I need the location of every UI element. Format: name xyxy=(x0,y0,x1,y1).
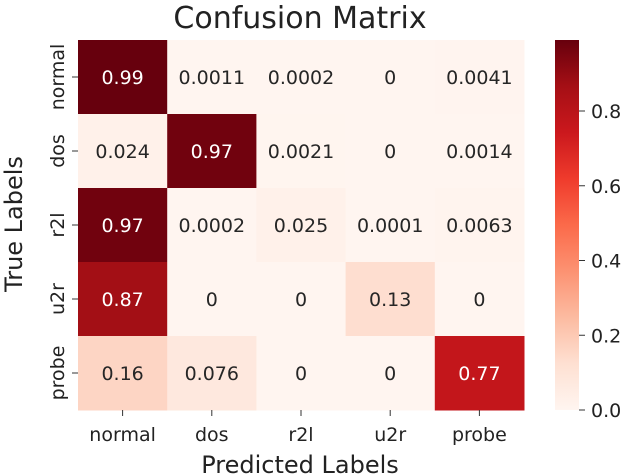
heatmap-cell xyxy=(345,262,436,337)
cell-value-label: 0.0021 xyxy=(268,141,334,163)
heatmap-cell xyxy=(256,336,347,411)
colorbar-tick-label: 0.8 xyxy=(591,101,621,123)
cell-value-label: 0 xyxy=(384,141,396,163)
y-tick-label: r2l xyxy=(47,212,69,237)
cell-value-label: 0.77 xyxy=(458,363,500,385)
y-tick-label: u2r xyxy=(47,283,69,315)
colorbar-tick-label: 0.2 xyxy=(591,325,621,347)
heatmap-cell xyxy=(167,336,257,411)
colorbar-ticks: 0.0 0.2 0.4 0.6 0.8 xyxy=(579,101,621,422)
cell-value-label: 0.0011 xyxy=(179,67,245,89)
heatmap-cell xyxy=(78,40,168,115)
heatmap-cell xyxy=(167,188,257,263)
heatmap-cell xyxy=(345,114,436,189)
cell-value-label: 0.0002 xyxy=(268,67,334,89)
y-axis-ticks: normal dos r2l u2r probe xyxy=(47,44,78,401)
heatmap-cell xyxy=(256,262,347,337)
heatmap-cell xyxy=(345,188,436,263)
cell-value-label: 0.024 xyxy=(95,141,149,163)
x-axis-ticks: normal dos r2l u2r probe xyxy=(89,410,507,446)
heatmap-cell xyxy=(345,336,436,411)
heatmap-cell xyxy=(256,114,347,189)
heatmap-cell xyxy=(78,336,168,411)
cell-value-label: 0 xyxy=(384,363,396,385)
cell-value-label: 0.97 xyxy=(191,141,233,163)
cell-value-label: 0 xyxy=(295,363,307,385)
cell-value-label: 0.97 xyxy=(101,215,143,237)
cell-value-label: 0.0014 xyxy=(446,141,512,163)
x-axis-label: Predicted Labels xyxy=(201,451,399,476)
x-tick-label: normal xyxy=(89,424,156,446)
y-tick-label: dos xyxy=(47,134,69,168)
cell-value-label: 0.13 xyxy=(369,289,411,311)
heatmap-cell xyxy=(434,336,525,411)
cell-value-label: 0.0041 xyxy=(446,67,512,89)
colorbar-tick-label: 0.0 xyxy=(591,400,621,422)
heatmap-cell xyxy=(78,262,168,337)
x-tick-label: probe xyxy=(452,424,507,446)
cell-value-label: 0.076 xyxy=(185,363,239,385)
heatmap-cell xyxy=(167,114,257,189)
heatmap-cell xyxy=(256,188,347,263)
heatmap-cell xyxy=(256,40,347,115)
chart-title: Confusion Matrix xyxy=(173,1,426,36)
cell-value-label: 0 xyxy=(384,67,396,89)
x-tick-label: u2r xyxy=(374,424,406,446)
cell-value-label: 0 xyxy=(206,289,218,311)
cell-value-label: 0.87 xyxy=(101,289,143,311)
y-axis-label: True Labels xyxy=(0,156,28,293)
heatmap-cell xyxy=(434,188,525,263)
heatmap-cell xyxy=(167,40,257,115)
cell-value-label: 0 xyxy=(295,289,307,311)
heatmap-cell xyxy=(434,262,525,337)
x-tick-label: r2l xyxy=(288,424,313,446)
heatmap-cell xyxy=(167,262,257,337)
heatmap-cell xyxy=(78,188,168,263)
cell-value-label: 0.0063 xyxy=(446,215,512,237)
cell-value-label: 0.99 xyxy=(101,67,143,89)
colorbar xyxy=(555,40,579,410)
colorbar-tick-label: 0.4 xyxy=(591,251,621,273)
heatmap-cell xyxy=(434,40,525,115)
cell-value-label: 0.16 xyxy=(101,363,143,385)
y-tick-label: normal xyxy=(47,44,69,111)
cell-value-label: 0.025 xyxy=(274,215,328,237)
cell-value-label: 0.0002 xyxy=(179,215,245,237)
heatmap-cell xyxy=(434,114,525,189)
x-tick-label: dos xyxy=(195,424,229,446)
cell-value-label: 0.0001 xyxy=(357,215,423,237)
heatmap-cell xyxy=(345,40,436,115)
heatmap-cells: 0.99 0.0011 0.0002 0 0.0041 0.024 0.97 0.0021 0 0… xyxy=(78,40,525,411)
cell-value-label: 0 xyxy=(473,289,485,311)
colorbar-tick-label: 0.6 xyxy=(591,176,621,198)
y-tick-label: probe xyxy=(47,346,69,401)
heatmap-cell xyxy=(78,114,168,189)
